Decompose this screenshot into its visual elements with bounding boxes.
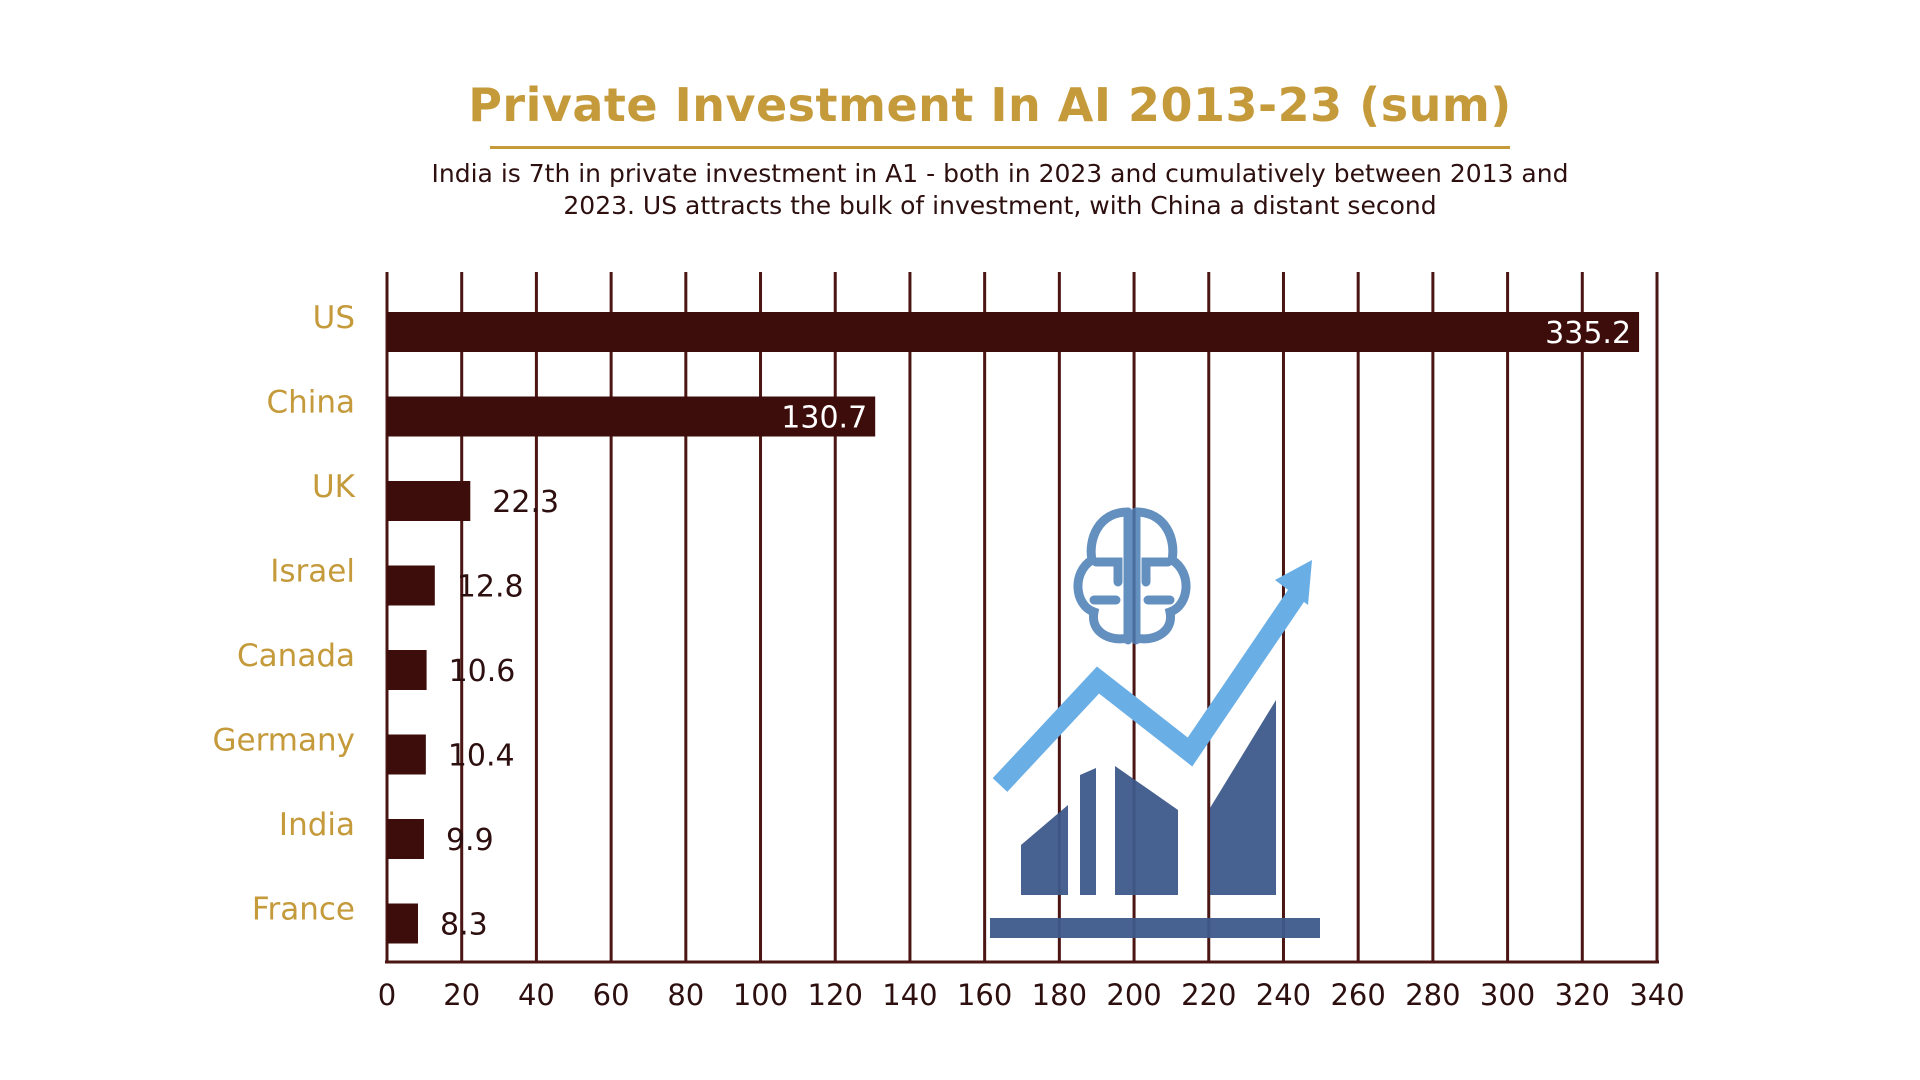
data-label: 10.6 — [449, 654, 516, 689]
x-tick-label: 220 — [1181, 978, 1236, 1012]
category-label: India — [279, 807, 355, 843]
category-label: Canada — [237, 638, 355, 674]
category-label: UK — [312, 469, 356, 505]
x-tick-label: 200 — [1106, 978, 1161, 1012]
chart-subtitle: India is 7th in private investment in A1… — [431, 159, 1569, 220]
x-tick-label: 0 — [378, 978, 396, 1012]
x-tick-label: 20 — [443, 978, 480, 1012]
x-tick-label: 240 — [1256, 978, 1311, 1012]
bar-india — [387, 819, 424, 859]
x-tick-label: 120 — [808, 978, 863, 1012]
x-tick-label: 40 — [518, 978, 555, 1012]
category-label: US — [313, 300, 355, 336]
bar-france — [387, 903, 419, 944]
x-tick-label: 160 — [957, 978, 1012, 1012]
x-tick-label: 280 — [1405, 978, 1460, 1012]
growth-chart-brain-icon — [990, 507, 1320, 938]
bar-israel — [387, 565, 435, 606]
x-tick-label: 80 — [667, 978, 704, 1012]
x-tick-label: 340 — [1629, 978, 1684, 1012]
bar-germany — [387, 734, 426, 775]
category-label: Germany — [213, 723, 355, 759]
bar-us — [387, 312, 1640, 352]
data-label: 12.8 — [457, 570, 524, 605]
x-tick-label: 140 — [882, 978, 937, 1012]
bar-canada — [387, 650, 427, 690]
bars: US 335.2 China 130.7 UK 22.3 Israel 12.8 Canada 1… — [213, 300, 1640, 944]
x-tick-label: 320 — [1555, 978, 1610, 1012]
x-tick-label: 100 — [733, 978, 788, 1012]
category-label: Israel — [270, 554, 355, 590]
data-label: 130.7 — [781, 401, 867, 436]
x-tick-label: 60 — [593, 978, 630, 1012]
data-label: 335.2 — [1545, 316, 1631, 351]
bar-china — [387, 396, 876, 437]
data-label: 10.4 — [448, 739, 515, 774]
x-tick-label: 260 — [1330, 978, 1385, 1012]
data-label: 8.3 — [440, 908, 488, 943]
x-tick-label: 300 — [1480, 978, 1535, 1012]
chart-title: Private Investment In AI 2013-23 (sum) — [468, 78, 1512, 132]
category-label: China — [266, 385, 355, 421]
data-label: 22.3 — [492, 485, 559, 520]
category-label: France — [252, 892, 355, 928]
title-underline — [490, 146, 1510, 149]
x-tick-label: 180 — [1032, 978, 1087, 1012]
bar-uk — [387, 481, 471, 521]
data-label: 9.9 — [446, 823, 494, 858]
grid-lines: 0 20 40 60 80 100 120 140 160 180 200 220 240 260 280 3… — [378, 272, 1685, 1012]
